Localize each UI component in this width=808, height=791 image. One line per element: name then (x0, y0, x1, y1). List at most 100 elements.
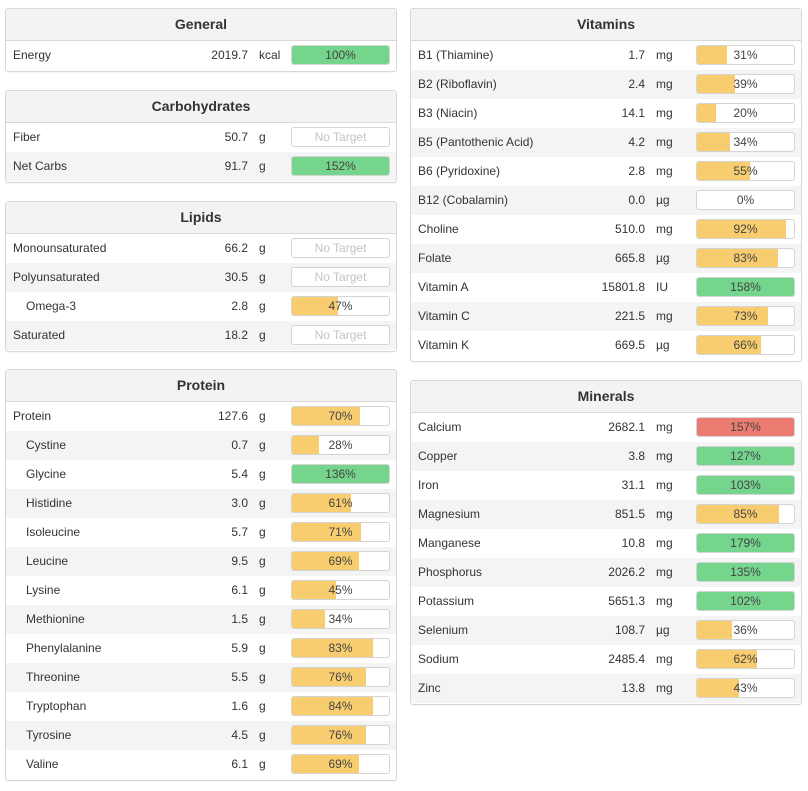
target-progress-bar: 62% (696, 649, 795, 669)
progress-fill (697, 75, 735, 93)
nutrient-row[interactable]: Leucine 9.5 g 69% (6, 547, 396, 576)
nutrient-name: Protein (13, 409, 52, 423)
nutrient-row[interactable]: Threonine 5.5 g 76% (6, 663, 396, 692)
nutrient-unit: mg (656, 222, 673, 236)
nutrient-row[interactable]: Monounsaturated 66.2 g No Target (6, 234, 396, 263)
nutrient-unit: mg (656, 135, 673, 149)
nutrient-row[interactable]: Valine 6.1 g 69% (6, 750, 396, 779)
nutrient-row[interactable]: Selenium 108.7 µg 36% (411, 616, 801, 645)
percent-label: No Target (314, 270, 367, 284)
target-progress-bar: 61% (291, 493, 390, 513)
progress-fill (697, 505, 780, 523)
nutrient-row[interactable]: Magnesium 851.5 mg 85% (411, 500, 801, 529)
nutrient-row[interactable]: Isoleucine 5.7 g 71% (6, 518, 396, 547)
nutrient-unit: g (259, 130, 266, 144)
nutrient-unit: mg (656, 449, 673, 463)
nutrient-row[interactable]: Tryptophan 1.6 g 84% (6, 692, 396, 721)
nutrient-amount: 3.8 (628, 449, 645, 463)
nutrient-row[interactable]: Phosphorus 2026.2 mg 135% (411, 558, 801, 587)
nutrient-unit: mg (656, 106, 673, 120)
percent-label: No Target (314, 130, 367, 144)
nutrient-row[interactable]: Iron 31.1 mg 103% (411, 471, 801, 500)
target-progress-bar: No Target (291, 267, 390, 287)
nutrient-row[interactable]: Vitamin A 15801.8 IU 158% (411, 273, 801, 302)
nutrient-row[interactable]: B6 (Pyridoxine) 2.8 mg 55% (411, 157, 801, 186)
nutrient-row[interactable]: Tyrosine 4.5 g 76% (6, 721, 396, 750)
nutrient-row[interactable]: Net Carbs 91.7 g 152% (6, 152, 396, 181)
progress-fill (292, 552, 359, 570)
percent-label: 70% (328, 409, 353, 423)
nutrient-row[interactable]: Cystine 0.7 g 28% (6, 431, 396, 460)
nutrient-row[interactable]: B1 (Thiamine) 1.7 mg 31% (411, 41, 801, 70)
panel-title: Minerals (411, 381, 801, 413)
nutrient-row[interactable]: Calcium 2682.1 mg 157% (411, 413, 801, 442)
nutrient-name: Tryptophan (26, 699, 87, 713)
progress-fill (292, 465, 389, 483)
nutrient-amount: 2.8 (231, 299, 248, 313)
target-progress-bar: 127% (696, 446, 795, 466)
nutrient-amount: 2026.2 (608, 565, 645, 579)
nutrient-row[interactable]: Potassium 5651.3 mg 102% (411, 587, 801, 616)
nutrient-row[interactable]: Omega-3 2.8 g 47% (6, 292, 396, 321)
nutrient-amount: 669.5 (614, 338, 645, 352)
nutrient-row[interactable]: Protein 127.6 g 70% (6, 402, 396, 431)
progress-fill (292, 157, 389, 175)
nutrient-name: Phenylalanine (26, 641, 102, 655)
nutrient-name: Lysine (26, 583, 61, 597)
nutrient-row[interactable]: B2 (Riboflavin) 2.4 mg 39% (411, 70, 801, 99)
target-progress-bar: 47% (291, 296, 390, 316)
nutrient-row[interactable]: Phenylalanine 5.9 g 83% (6, 634, 396, 663)
nutrient-unit: mg (656, 420, 673, 434)
minerals-panel: Minerals Calcium 2682.1 mg 157% Copper 3.8 mg 1… (410, 380, 802, 705)
target-progress-bar: 39% (696, 74, 795, 94)
target-progress-bar: No Target (291, 127, 390, 147)
target-progress-bar: 20% (696, 103, 795, 123)
nutrient-row[interactable]: Saturated 18.2 g No Target (6, 321, 396, 350)
nutrient-row[interactable]: B3 (Niacin) 14.1 mg 20% (411, 99, 801, 128)
nutrient-unit: mg (656, 681, 673, 695)
nutrient-row[interactable]: Vitamin C 221.5 mg 73% (411, 302, 801, 331)
nutrient-name: B2 (Riboflavin) (418, 77, 497, 91)
progress-fill (292, 639, 373, 657)
target-progress-bar: 152% (291, 156, 390, 176)
nutrient-row[interactable]: B5 (Pantothenic Acid) 4.2 mg 34% (411, 128, 801, 157)
target-progress-bar: 55% (696, 161, 795, 181)
nutrient-row[interactable]: Methionine 1.5 g 34% (6, 605, 396, 634)
percent-label: 61% (328, 496, 353, 510)
nutrient-row[interactable]: Sodium 2485.4 mg 62% (411, 645, 801, 674)
progress-fill (697, 249, 778, 267)
target-progress-bar: 102% (696, 591, 795, 611)
progress-fill (292, 297, 338, 315)
progress-fill (697, 133, 730, 151)
panel-title: General (6, 9, 396, 41)
percent-label: 28% (328, 438, 353, 452)
nutrient-row[interactable]: Vitamin K 669.5 µg 66% (411, 331, 801, 360)
panel-title: Protein (6, 370, 396, 402)
nutrient-row[interactable]: Copper 3.8 mg 127% (411, 442, 801, 471)
lipids-panel: Lipids Monounsaturated 66.2 g No Target Poly… (5, 201, 397, 352)
nutrient-unit: g (259, 641, 266, 655)
nutrient-row[interactable]: Energy 2019.7 kcal 100% (6, 41, 396, 70)
nutrient-name: Net Carbs (13, 159, 68, 173)
target-progress-bar: 158% (696, 277, 795, 297)
nutrient-amount: 6.1 (231, 583, 248, 597)
nutrient-row[interactable]: Zinc 13.8 mg 43% (411, 674, 801, 703)
target-progress-bar: 179% (696, 533, 795, 553)
nutrient-row[interactable]: Histidine 3.0 g 61% (6, 489, 396, 518)
nutrient-row[interactable]: Polyunsaturated 30.5 g No Target (6, 263, 396, 292)
nutrient-row[interactable]: Glycine 5.4 g 136% (6, 460, 396, 489)
target-progress-bar: 70% (291, 406, 390, 426)
percent-label: 34% (328, 612, 353, 626)
nutrient-unit: g (259, 438, 266, 452)
target-progress-bar: 103% (696, 475, 795, 495)
nutrient-row[interactable]: Folate 665.8 µg 83% (411, 244, 801, 273)
nutrient-name: B12 (Cobalamin) (418, 193, 509, 207)
nutrient-unit: mg (656, 309, 673, 323)
nutrient-row[interactable]: Fiber 50.7 g No Target (6, 123, 396, 152)
nutrient-row[interactable]: Lysine 6.1 g 45% (6, 576, 396, 605)
progress-fill (697, 650, 758, 668)
nutrient-row[interactable]: Choline 510.0 mg 92% (411, 215, 801, 244)
progress-fill (292, 668, 366, 686)
nutrient-row[interactable]: B12 (Cobalamin) 0.0 µg 0% (411, 186, 801, 215)
nutrient-row[interactable]: Manganese 10.8 mg 179% (411, 529, 801, 558)
